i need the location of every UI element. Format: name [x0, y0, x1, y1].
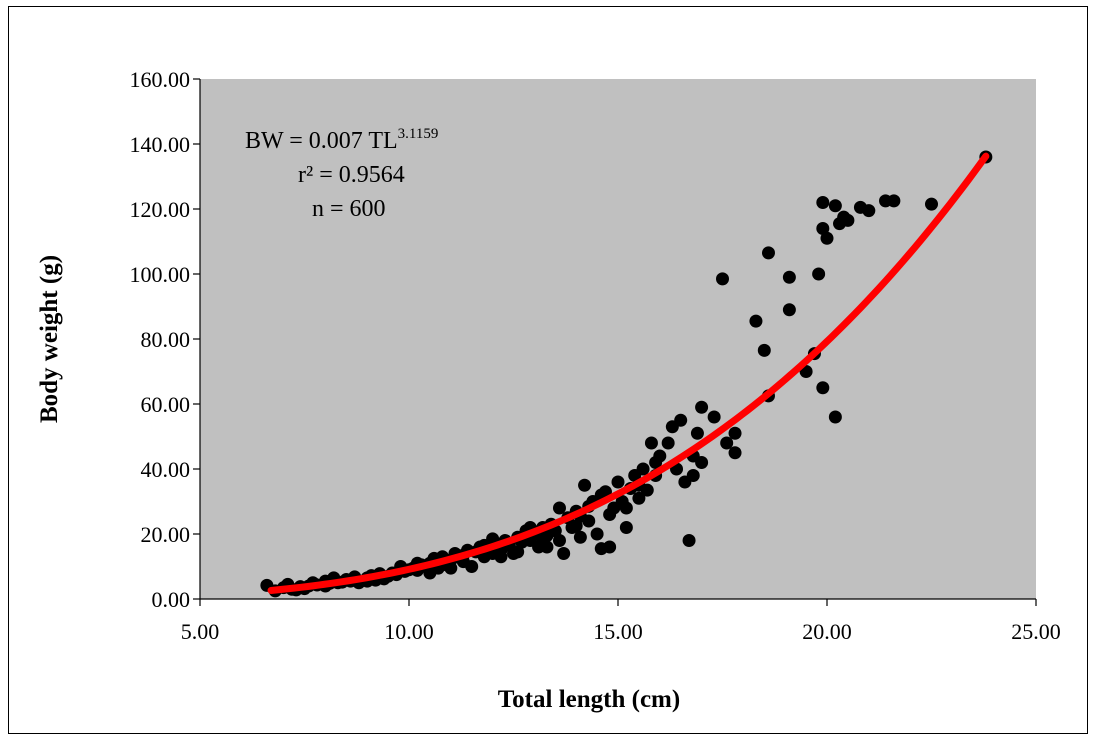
- x-tick-label: 20.00: [802, 619, 852, 644]
- data-point: [611, 475, 625, 489]
- data-point: [925, 197, 938, 211]
- data-point: [636, 462, 650, 476]
- data-point: [757, 343, 771, 357]
- data-point: [782, 303, 796, 317]
- equation-exponent: 3.1159: [398, 126, 439, 142]
- data-point: [569, 519, 583, 533]
- plot-area: [200, 79, 1036, 599]
- data-point: [707, 410, 721, 424]
- data-point: [728, 446, 742, 460]
- data-point: [511, 545, 525, 559]
- data-point: [812, 267, 826, 281]
- data-point: [761, 246, 775, 260]
- x-axis-title: Total length (cm): [498, 686, 680, 713]
- data-point: [887, 194, 901, 208]
- data-point: [720, 436, 734, 450]
- scatter-points: [260, 150, 993, 598]
- data-point: [820, 231, 834, 245]
- data-point: [590, 527, 604, 541]
- data-point: [695, 400, 709, 414]
- y-tick-label: 60.00: [141, 392, 191, 417]
- data-point: [444, 561, 458, 575]
- x-tick-label: 15.00: [593, 619, 643, 644]
- data-point: [828, 199, 842, 213]
- equation-annotation: BW = 0.007 TL3.1159: [245, 126, 438, 154]
- data-point: [728, 426, 742, 440]
- data-point: [841, 213, 855, 227]
- equation-prefix: BW = 0.007 TL: [245, 128, 398, 154]
- y-axis-title: Body weight (g): [36, 255, 63, 423]
- data-point: [862, 204, 876, 218]
- data-point: [619, 501, 633, 515]
- data-point: [661, 436, 675, 450]
- y-tick-label: 140.00: [130, 132, 191, 157]
- y-tick-label: 20.00: [141, 522, 191, 547]
- data-point: [644, 436, 658, 450]
- x-tick-label: 5.00: [181, 619, 220, 644]
- y-tick-label: 120.00: [130, 197, 191, 222]
- data-point: [603, 540, 617, 554]
- y-tick-label: 80.00: [141, 327, 191, 352]
- data-point: [494, 550, 508, 564]
- y-tick-label: 0.00: [152, 587, 191, 612]
- data-point: [640, 483, 654, 497]
- data-point: [603, 508, 617, 521]
- y-ticks: 0.00 20.00 40.00 60.00 80.00 100.00 120.00 140.…: [130, 67, 200, 612]
- data-point: [578, 478, 592, 492]
- data-point: [552, 501, 566, 515]
- data-point: [536, 535, 550, 549]
- data-point: [828, 410, 842, 424]
- n-annotation: n = 600: [312, 196, 386, 222]
- data-point: [552, 534, 566, 547]
- data-point: [690, 426, 704, 440]
- data-point: [816, 222, 830, 235]
- data-point: [716, 272, 729, 286]
- y-tick-label: 160.00: [130, 67, 191, 92]
- data-point: [816, 381, 830, 395]
- data-point: [682, 534, 696, 547]
- data-point: [674, 413, 688, 427]
- data-point: [573, 530, 587, 544]
- fit-curve: [267, 152, 990, 594]
- data-point: [816, 196, 830, 209]
- r2-annotation: r² = 0.9564: [298, 162, 405, 188]
- data-point: [619, 521, 633, 534]
- y-tick-label: 40.00: [141, 457, 191, 482]
- data-point: [557, 547, 571, 560]
- x-tick-label: 25.00: [1011, 619, 1061, 644]
- data-point: [423, 566, 437, 580]
- data-point: [686, 469, 700, 482]
- x-tick-label: 10.00: [384, 619, 434, 644]
- x-ticks: 5.00 10.00 15.00 20.00 25.00: [181, 599, 1061, 644]
- data-point: [782, 270, 796, 284]
- data-point: [649, 456, 663, 469]
- y-tick-label: 100.00: [130, 262, 191, 287]
- data-point: [695, 456, 709, 469]
- data-point: [632, 491, 646, 505]
- data-point: [749, 314, 763, 328]
